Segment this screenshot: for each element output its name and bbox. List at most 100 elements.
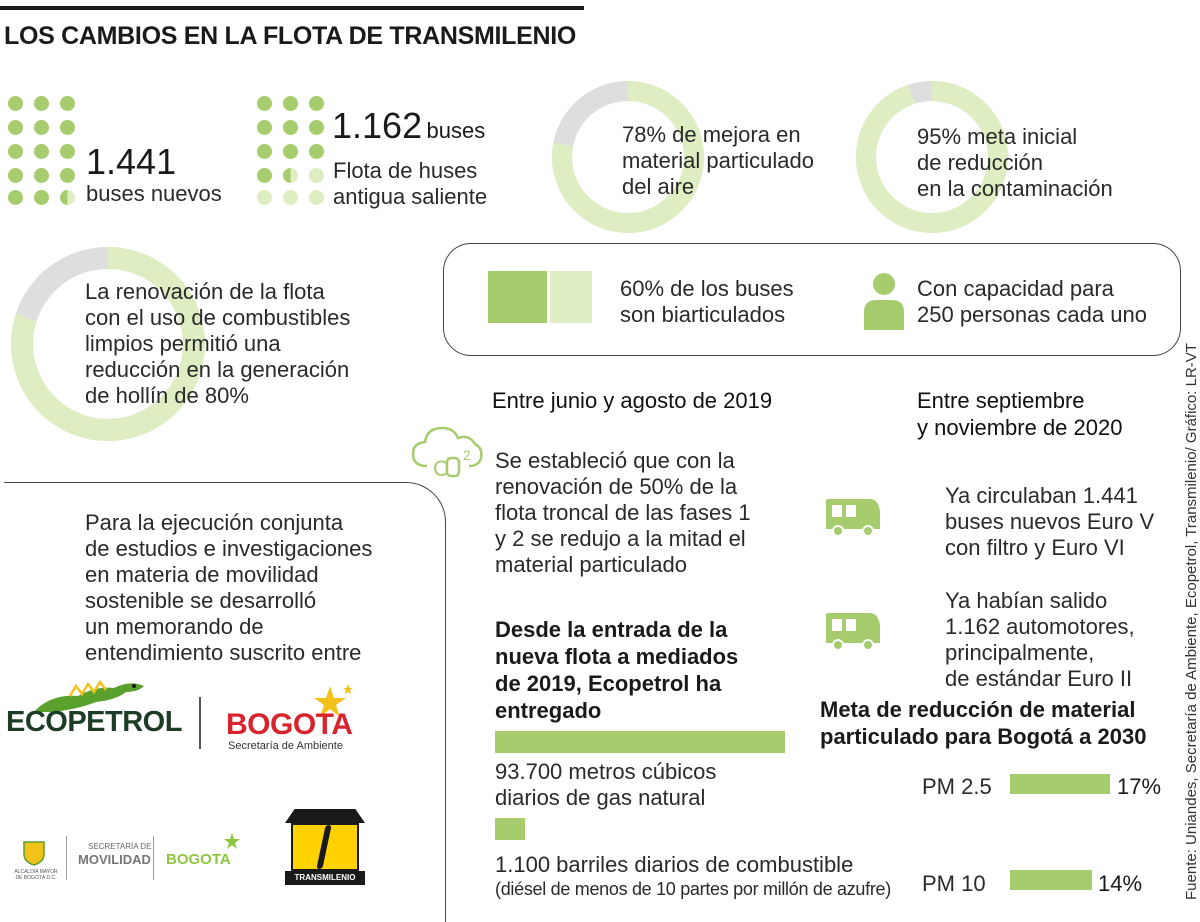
new-buses-dots [8, 96, 78, 206]
memorandum-line-1: Para la ejecución conjunta [85, 510, 344, 535]
movilidad-top: SECRETARÍA DE [88, 842, 152, 851]
period-2020-item-2-line-2: 1.162 automotores, [945, 614, 1135, 639]
new-buses-label: buses nuevos [86, 181, 222, 206]
old-buses-unit: buses [426, 118, 486, 143]
movilidad-divider-1 [66, 836, 67, 880]
donut-goal-text: 95% meta inicial de reducción en la cont… [917, 124, 1113, 202]
memorandum-line-2: de estudios e investigaciones [85, 536, 373, 561]
period-2020-item-1-line-3: con filtro y Euro VI [945, 535, 1125, 560]
pm10-label: PM 10 [922, 871, 986, 896]
period-2020-item-2-line-1: Ya habían salido [945, 588, 1108, 613]
donut-soot-text: La renovación de la flota con el uso de … [85, 279, 350, 409]
bogota-star-icon [314, 684, 353, 717]
donut-soot-line-2: con el uso de combustibles [85, 305, 351, 330]
donut-goal-arc [856, 81, 1008, 233]
gas-text: 93.700 metros cúbicos diarios de gas nat… [495, 759, 716, 811]
delivery-heading-line-2: nueva flota a mediados [495, 644, 739, 669]
biarticulated-line-2: son biarticulados [620, 302, 786, 327]
donut-air-line-3: del aire [622, 174, 695, 199]
biarticulated-text: 60% de los buses son biarticulados [620, 276, 794, 328]
person-icon [864, 273, 904, 330]
donut-soot-chart [11, 247, 205, 441]
gas-line-2: diarios de gas natural [495, 785, 706, 810]
svg-text:C: C [433, 456, 449, 481]
capacity-line-1: Con capacidad para [917, 276, 1114, 301]
donut-goal-line-3: en la contaminación [917, 176, 1113, 201]
donut-air-chart [552, 81, 704, 233]
donut-soot-line-4: reducción en la generación [85, 357, 350, 382]
fuel-line-1: 1.100 barriles diarios de combustible [495, 852, 854, 877]
pm25-bar [1010, 774, 1110, 794]
period-2019-line-4: y 2 se redujo a la mitad el [495, 526, 746, 551]
donut-air-arc [552, 81, 704, 233]
bogota-logo: BOGOTA [226, 708, 353, 741]
period-2019-line-2: renovación de 50% de la [495, 474, 738, 499]
gas-bar [495, 731, 785, 753]
bogota-shield-icon [23, 841, 45, 866]
cloud-co2-icon: C 2 [411, 426, 483, 481]
donut-soot-line-3: limpios permitió una [85, 331, 281, 356]
donut-air-line-1: 78% de mejora en [622, 122, 801, 147]
biarticulated-bar [488, 271, 592, 323]
bus-icon-circulating [826, 499, 880, 537]
donut-air-text: 78% de mejora en material particulado de… [622, 122, 814, 200]
ecopetrol-iguana-icon [34, 679, 144, 712]
pm-heading-line-1: Meta de reducción de material [820, 697, 1136, 722]
gas-line-1: 93.700 metros cúbicos [495, 759, 717, 784]
period-2020-item-1-line-1: Ya circulaban 1.441 [945, 483, 1138, 508]
ecopetrol-logo-text: ECOPETROL [6, 706, 182, 738]
source-text: Fuente: Uniandes, Secretaría de Ambiente… [1183, 343, 1200, 900]
pm10-bar [1010, 870, 1093, 890]
donut-soot-line-5: de hollín de 80% [85, 383, 249, 408]
logo-divider [199, 697, 201, 749]
transmilenio-roof [285, 809, 365, 823]
pm10-value: 14% [1098, 871, 1143, 896]
period-2020-item-2-line-3: principalmente, [945, 640, 1095, 665]
memorandum-line-3: en materia de movilidad [85, 562, 319, 587]
ecopetrol-logo: ECOPETROL [6, 706, 182, 739]
old-buses-count: 1.162 [332, 105, 423, 146]
period-2020-item-2-line-4: de estándar Euro II [945, 666, 1133, 691]
transmilenio-text: TRANSMILENIO [285, 871, 365, 885]
period-2019-line-3: flota troncal de las fases 1 [495, 500, 751, 525]
title-rule [0, 6, 584, 10]
period-2020-heading-2: y noviembre de 2020 [917, 415, 1123, 440]
pm-heading-line-2: particulado para Bogotá a 2030 [820, 724, 1147, 749]
delivery-heading-line-4: entregado [495, 698, 602, 723]
biarticulated-line-1: 60% de los buses [620, 276, 794, 301]
period-2020-item-1-line-2: buses nuevos Euro V [945, 509, 1155, 534]
fuel-line-2: (diésel de menos de 10 partes por millón… [495, 879, 891, 899]
donut-soot-line-1: La renovación de la flota [85, 279, 325, 304]
period-2019-text: Se estableció que con la renovación de 5… [495, 448, 751, 578]
biarticulated-bar-fill [488, 271, 551, 323]
capacity-line-2: 250 personas cada uno [917, 302, 1147, 327]
period-2020-heading: Entre septiembre y noviembre de 2020 [917, 387, 1122, 441]
memorandum-line-5: un memorando de [85, 614, 264, 639]
donut-goal-line-1: 95% meta inicial [917, 124, 1078, 149]
memorandum-text: Para la ejecución conjunta de estudios e… [85, 510, 372, 666]
period-2020-item-1: Ya circulaban 1.441 buses nuevos Euro V … [945, 483, 1154, 561]
new-buses-number: 1.441 [86, 141, 177, 182]
delivery-heading-line-3: de 2019, Ecopetrol ha [495, 671, 722, 696]
donut-goal-line-2: de reducción [917, 150, 1043, 175]
donut-air-line-2: material particulado [622, 148, 814, 173]
pm25-label: PM 2.5 [922, 774, 992, 799]
old-buses-label-2: antigua saliente [333, 184, 488, 209]
alcaldia-text: ALCALDÍA MAYOR DE BOGOTÁ D.C. [14, 869, 58, 881]
fuel-bar [495, 818, 525, 840]
capacity-text: Con capacidad para 250 personas cada uno [917, 276, 1147, 328]
movilidad-divider-2 [153, 836, 154, 880]
old-buses-label-1: Flota de huses [333, 158, 478, 183]
bus-icon-retired [826, 613, 880, 651]
old-buses-number: 1.162 buses [332, 106, 485, 146]
delivery-heading-line-1: Desde la entrada de la [495, 617, 728, 642]
pm25-value: 17% [1117, 774, 1162, 799]
period-2019-line-1: Se estableció que con la [495, 448, 735, 473]
transmilenio-logo: TRANSMILENIO [285, 809, 365, 885]
period-2019-line-5: material particulado [495, 552, 687, 577]
movilidad-logo: MOVILIDAD [78, 852, 151, 867]
memorandum-line-4: sostenible se desarrolló [85, 588, 317, 613]
old-buses-dots [257, 96, 327, 206]
donut-soot-arc [11, 247, 205, 441]
memorandum-panel [4, 482, 446, 922]
